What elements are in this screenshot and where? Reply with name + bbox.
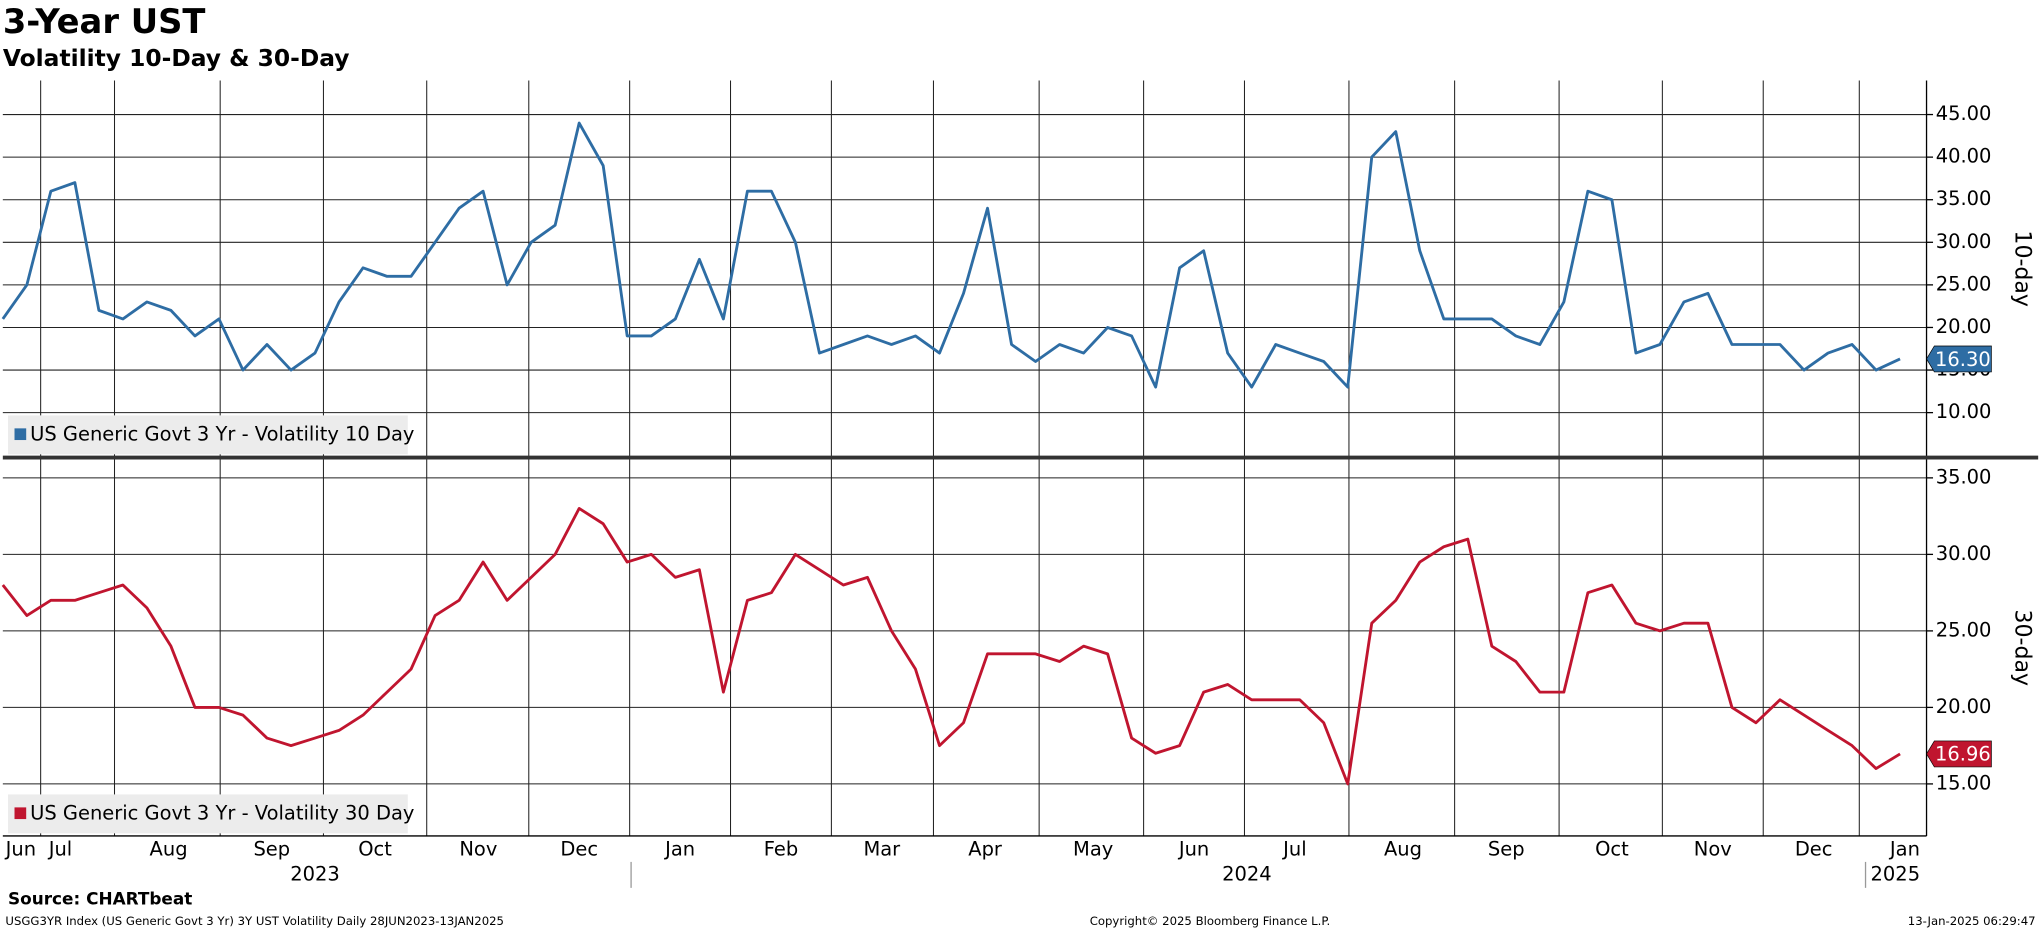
legend-swatch: [14, 428, 27, 441]
source: Source: CHARTbeat: [8, 889, 192, 909]
x-tick-label: Jun: [1178, 838, 1209, 861]
y-tick-label: 45.00: [1936, 102, 1992, 125]
copyright: Copyright© 2025 Bloomberg Finance L.P.: [1090, 914, 1331, 928]
x-tick-label: Jan: [664, 838, 695, 861]
legend-box: [8, 794, 408, 834]
y-tick-label: 20.00: [1936, 695, 1992, 718]
line-series: [1, 121, 1901, 389]
y-tick-label: 30.00: [1936, 230, 1992, 253]
x-tick-label: Oct: [358, 838, 392, 861]
chart-subtitle: Volatility 10-Day & 30-Day: [3, 44, 350, 72]
y-tick-label: 20.00: [1936, 315, 1992, 338]
x-year-label: 2025: [1871, 862, 1921, 885]
y-tick-label: 10.00: [1936, 400, 1992, 423]
y-tick-label: 25.00: [1936, 618, 1992, 641]
x-tick-label: Jan: [1889, 838, 1920, 861]
last-value-label: 16.96: [1935, 743, 1991, 766]
x-tick-label: Sep: [253, 838, 290, 861]
x-tick-label: Jul: [48, 838, 73, 861]
legend-box: [8, 415, 408, 455]
x-tick-label: Dec: [1795, 838, 1833, 861]
last-value-tag: [1926, 345, 1992, 373]
x-tick-label: Jun: [5, 838, 36, 861]
y-tick-label: 25.00: [1936, 272, 1992, 295]
legend-label: US Generic Govt 3 Yr - Volatility 10 Day: [30, 422, 414, 445]
x-tick-label: May: [1073, 838, 1113, 861]
x-tick-label: Mar: [863, 838, 900, 861]
x-tick-label: Oct: [1595, 838, 1629, 861]
x-tick-label: Nov: [459, 838, 497, 861]
y-tick-label: 40.00: [1936, 145, 1992, 168]
x-tick-label: Aug: [1384, 838, 1422, 861]
y-tick-label: 15.00: [1936, 771, 1992, 794]
x-tick-label: Sep: [1488, 838, 1525, 861]
legend-label: US Generic Govt 3 Yr - Volatility 30 Day: [30, 801, 414, 824]
footer-description: USGG3YR Index (US Generic Govt 3 Yr) 3Y …: [5, 914, 504, 928]
x-tick-label: Jul: [1282, 838, 1307, 861]
timestamp: 13-Jan-2025 06:29:47: [1908, 914, 2036, 928]
last-value-label: 16.30: [1935, 348, 1991, 371]
y-tick-label: 35.00: [1936, 187, 1992, 210]
y-tick-label: 35.00: [1936, 465, 1992, 488]
chart-title: 3-Year UST: [3, 2, 206, 41]
y-tick-label: 30.00: [1936, 542, 1992, 565]
x-tick-label: Aug: [150, 838, 188, 861]
last-value-tag: [1926, 740, 1992, 768]
x-tick-label: Apr: [968, 838, 1002, 861]
line-series: [1, 507, 1901, 786]
y-axis-label: 10-day: [2009, 230, 2034, 307]
x-tick-label: Feb: [764, 838, 798, 861]
x-tick-label: Dec: [560, 838, 598, 861]
x-tick-label: Nov: [1694, 838, 1732, 861]
x-year-label: 2023: [290, 862, 340, 885]
y-axis-label: 30-day: [2009, 609, 2034, 686]
legend-swatch: [14, 807, 27, 820]
x-year-label: 2024: [1222, 862, 1272, 885]
